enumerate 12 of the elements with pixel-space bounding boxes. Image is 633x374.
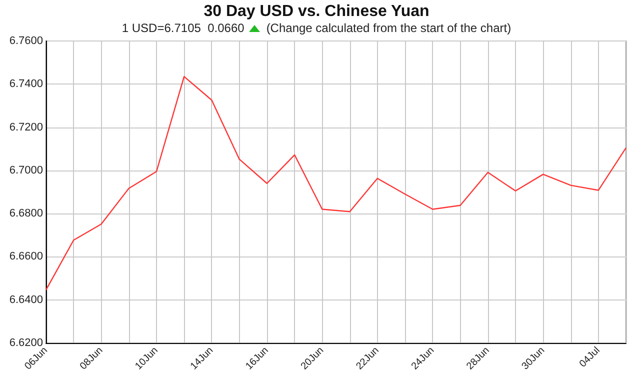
y-tick-label: 6.7600 xyxy=(9,35,43,47)
chart-subtitle: 1 USD=6.7105 0.0660 xyxy=(122,21,244,35)
y-tick-label: 6.6800 xyxy=(9,208,43,220)
y-tick-label: 6.6200 xyxy=(9,337,43,349)
y-tick-label: 6.7400 xyxy=(9,78,43,90)
y-tick-label: 6.6400 xyxy=(9,294,43,306)
y-tick-label: 6.7200 xyxy=(9,121,43,134)
y-tick-label: 6.6600 xyxy=(9,250,43,263)
y-tick-label: 6.7000 xyxy=(9,164,43,176)
text: (Change calculated from the start of the chart) xyxy=(266,21,512,35)
line-series xyxy=(45,76,627,291)
chart-title: 30 Day USD vs. Chinese Yuan xyxy=(202,3,430,21)
